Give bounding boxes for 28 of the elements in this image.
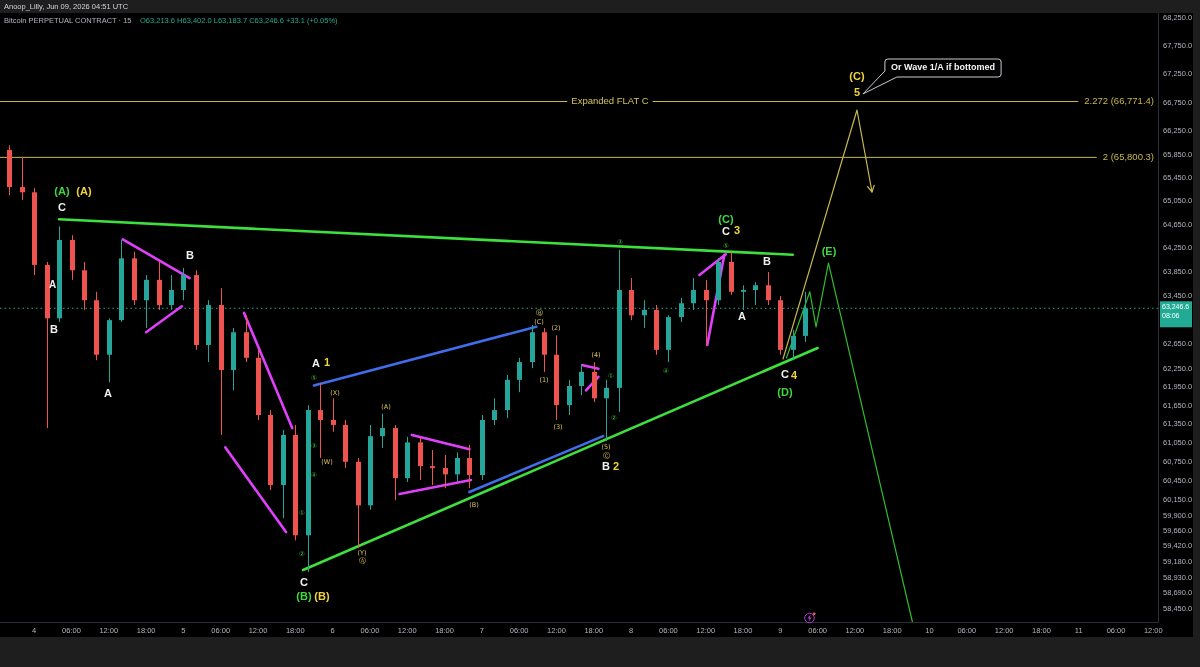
annotation: (B) [314, 590, 330, 603]
annotation: 1 [323, 356, 331, 369]
annotation: B [763, 255, 772, 268]
annotation: 4 [790, 369, 798, 382]
ref-line-label: 2 (65,800.3) [1102, 151, 1154, 162]
annotation: (A) [54, 185, 70, 198]
annotation: A [104, 387, 113, 400]
annotation: (D) [777, 386, 793, 399]
annotation: B [602, 460, 611, 473]
annotation: (C) [849, 70, 865, 83]
annotation: 2 [612, 460, 620, 473]
annotation: C [722, 225, 731, 238]
annotation: A [738, 310, 747, 323]
annotation: 3 [733, 224, 741, 237]
annotation: Or Wave 1/A if bottomed [891, 62, 995, 73]
annotation: (B) [296, 590, 312, 603]
annotation: Expanded FLAT C [571, 94, 649, 106]
ref-line-label: 2.272 (66,771.4) [1084, 95, 1154, 107]
annotation: C [300, 576, 309, 589]
annotation: A [312, 357, 321, 370]
annotation: (E) [821, 245, 837, 258]
annotation: 5 [853, 86, 861, 99]
annotation: (A) [76, 185, 92, 198]
annotation: B [186, 249, 195, 262]
annotation: (C) [718, 213, 734, 226]
annotation: B [50, 323, 59, 336]
annotation: C [58, 201, 67, 214]
annotation: C [781, 368, 790, 381]
